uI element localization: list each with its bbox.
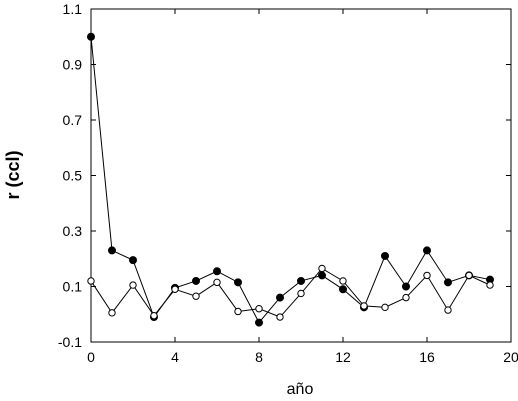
series-layer (87, 32, 494, 327)
data-point-series-2 (486, 281, 494, 289)
data-point-series-2 (129, 281, 137, 289)
data-point-series-2 (255, 305, 263, 313)
data-point-series-2 (87, 277, 95, 285)
x-axis-title: año (287, 381, 314, 398)
x-tick-label: 12 (335, 349, 351, 365)
data-point-series-1 (87, 32, 95, 41)
data-point-series-2 (234, 307, 242, 316)
tick-labels: 0 4 8 12 16 20 -0.1 0.1 0.3 0.5 0.7 0.9 1.1 (58, 1, 518, 365)
y-tick-label: 0.7 (63, 112, 83, 128)
data-point-series-1 (339, 285, 347, 294)
data-point-series-2 (171, 285, 179, 293)
series-line-2 (90, 267, 491, 318)
axis-ticks (90, 8, 512, 343)
data-point-series-2 (150, 311, 158, 320)
data-point-series-1 (255, 318, 263, 327)
data-point-series-1 (276, 293, 284, 302)
data-point-series-1 (108, 246, 116, 255)
x-tick-label: 8 (255, 349, 263, 365)
data-point-series-1 (402, 282, 410, 291)
data-point-series-1 (444, 278, 452, 287)
data-point-series-2 (423, 271, 431, 280)
data-point-series-2 (318, 264, 326, 273)
data-point-series-2 (444, 306, 452, 314)
y-tick-label: 1.1 (63, 1, 83, 17)
y-tick-label: 0.1 (63, 279, 83, 295)
data-point-series-1 (318, 271, 326, 280)
data-point-series-1 (297, 276, 305, 285)
data-point-series-1 (423, 246, 431, 255)
y-tick-label: 0.9 (63, 57, 83, 73)
x-tick-label: 4 (171, 349, 179, 365)
data-point-series-1 (234, 278, 242, 287)
y-tick-label: -0.1 (58, 334, 82, 350)
x-tick-label: 16 (419, 349, 435, 365)
data-point-series-2 (192, 292, 200, 300)
series-line-1 (90, 36, 491, 324)
data-point-series-2 (402, 293, 410, 302)
data-point-series-2 (297, 289, 305, 298)
x-tick-label: 20 (503, 349, 518, 365)
data-point-series-2 (276, 313, 284, 321)
data-point-series-2 (360, 302, 368, 310)
y-tick-label: 0.3 (63, 223, 83, 239)
data-point-series-1 (213, 267, 221, 276)
x-tick-label: 0 (87, 349, 95, 365)
y-tick-label: 0.5 (63, 168, 83, 184)
data-point-series-2 (381, 303, 389, 312)
data-point-series-2 (108, 309, 116, 317)
data-point-series-2 (213, 278, 221, 287)
data-point-series-1 (129, 256, 137, 265)
data-point-series-1 (192, 276, 200, 285)
data-point-series-2 (339, 277, 347, 285)
y-axis-title: r (ccl) (3, 150, 23, 199)
data-point-series-2 (465, 271, 473, 280)
data-point-series-1 (381, 251, 389, 260)
